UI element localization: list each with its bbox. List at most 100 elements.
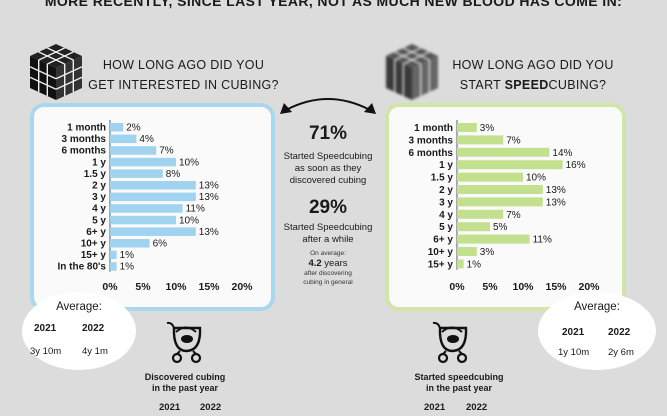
value-label: 7% (506, 210, 521, 221)
left-footer-line1: Discovered cubing (144, 372, 226, 382)
x-tick-label: 20% (578, 281, 600, 293)
value-label: 3% (480, 123, 495, 134)
category-label: 6+ y (86, 227, 106, 238)
left-average-bubble: Average: 2021 2022 3y 10m 4y 1m (22, 292, 136, 370)
bar (110, 192, 196, 202)
category-label: 1.5 y (84, 169, 107, 180)
cube-icon (29, 44, 83, 100)
category-label: 5 y (439, 222, 453, 233)
right-average-year-2021: 2021 (562, 327, 585, 338)
right-question-bold: SPEED (504, 78, 549, 92)
value-label: 8% (166, 169, 181, 180)
bar (457, 135, 504, 145)
bar (110, 239, 150, 248)
value-label: 11% (533, 235, 552, 246)
value-label: 13% (546, 185, 566, 196)
left-footer: Discovered cubing in the past year (130, 372, 240, 394)
left-average-year-2022: 2022 (82, 323, 105, 334)
category-label: 10+ y (81, 239, 107, 250)
text-after-while-2: after a while (302, 234, 354, 245)
value-label: 3% (480, 247, 495, 258)
average-years: 4.2 years (272, 258, 384, 269)
headline: MORE RECENTLY, SINCE LAST YEAR, NOT AS M… (44, 0, 623, 9)
after-discovering-2: cubing in general (303, 279, 353, 286)
right-question-post: CUBING? (548, 78, 607, 92)
average-years-unit: years (321, 258, 348, 269)
text-as-soon-1: Started Speedcubing (283, 151, 373, 162)
right-footer-line1: Started speedcubing (414, 372, 504, 382)
right-footer-year-2022: 2022 (466, 402, 488, 413)
bar (457, 247, 477, 256)
left-footer-year-2021: 2021 (159, 402, 181, 413)
category-label: 15+ y (428, 259, 454, 270)
pct-after-while: 29% (308, 197, 348, 218)
category-label: 2 y (439, 185, 453, 196)
value-label: 1% (467, 259, 482, 270)
category-label: 4 y (439, 210, 453, 221)
double-arrow-icon (280, 98, 376, 114)
left-average-year-2021: 2021 (34, 323, 57, 334)
on-average-label: On average: (310, 250, 346, 257)
right-bar-chart: 1 month 3% 3 months 7% 6 months 14% 1 y 16% 1.5 … (409, 120, 600, 293)
left-question-line1: HOW LONG AGO DID YOU (102, 58, 265, 72)
bar (110, 250, 117, 260)
bar (457, 172, 523, 182)
right-average-year-2022: 2022 (608, 327, 631, 338)
category-label: 3 months (62, 134, 107, 145)
category-label: 6+ y (433, 235, 453, 246)
right-question-pre: START (459, 78, 505, 92)
category-label: 6 months (62, 146, 107, 157)
value-label: 13% (199, 192, 219, 203)
stroller-icon (166, 321, 202, 364)
bar (457, 209, 504, 219)
value-label: 10% (179, 215, 199, 226)
x-tick-label: 10% (512, 281, 534, 293)
value-label: 7% (159, 146, 174, 157)
right-footer-line2: in the past year (425, 383, 493, 393)
bar (457, 123, 477, 132)
right-chart-panel (385, 103, 626, 311)
bar (110, 146, 157, 155)
bar (457, 185, 543, 194)
right-question-line2: START SPEEDCUBING? (438, 75, 628, 95)
stroller-icon (432, 321, 468, 364)
category-label: 3 months (409, 135, 454, 146)
category-label: 3 y (92, 192, 106, 203)
x-tick-label: 15% (545, 281, 567, 293)
value-label: 6% (153, 239, 168, 250)
right-question: HOW LONG AGO DID YOU START SPEEDCUBING? (438, 55, 628, 95)
category-label: 1 y (92, 157, 106, 168)
after-discovering-1: after discovering (304, 270, 352, 277)
right-average-value-2022: 2y 6m (608, 347, 634, 358)
right-footer: Started speedcubing in the past year (398, 372, 520, 394)
category-label: 1 month (414, 123, 453, 134)
right-footer-year-2021: 2021 (424, 402, 446, 413)
value-label: 10% (179, 157, 199, 168)
bar (110, 215, 176, 225)
category-label: 5 y (92, 215, 106, 226)
bar (110, 181, 196, 190)
x-tick-label: 5% (135, 281, 151, 293)
right-average-title: Average: (574, 301, 620, 313)
text-after-while-1: Started Speedcubing (283, 222, 373, 233)
category-label: 1.5 y (431, 173, 454, 184)
value-label: 14% (552, 148, 572, 159)
left-footer-year-2022: 2022 (200, 402, 222, 413)
x-tick-label: 10% (165, 281, 187, 293)
value-label: 1% (120, 250, 135, 261)
bar (457, 234, 530, 244)
value-label: 13% (199, 181, 219, 192)
category-label: 10+ y (428, 247, 454, 258)
value-label: 5% (493, 222, 508, 233)
right-average-bubble: Average: 2021 2022 1y 10m 2y 6m (538, 292, 656, 370)
x-tick-label: 5% (482, 281, 498, 293)
bar (110, 169, 163, 178)
bar (110, 204, 183, 213)
value-label: 11% (186, 204, 205, 215)
left-average-value-2022: 4y 1m (82, 346, 108, 357)
value-label: 1% (120, 262, 135, 273)
value-label: 7% (506, 135, 521, 146)
pct-as-soon: 71% (308, 123, 348, 144)
x-tick-label: 15% (198, 281, 220, 293)
bar (110, 227, 196, 236)
